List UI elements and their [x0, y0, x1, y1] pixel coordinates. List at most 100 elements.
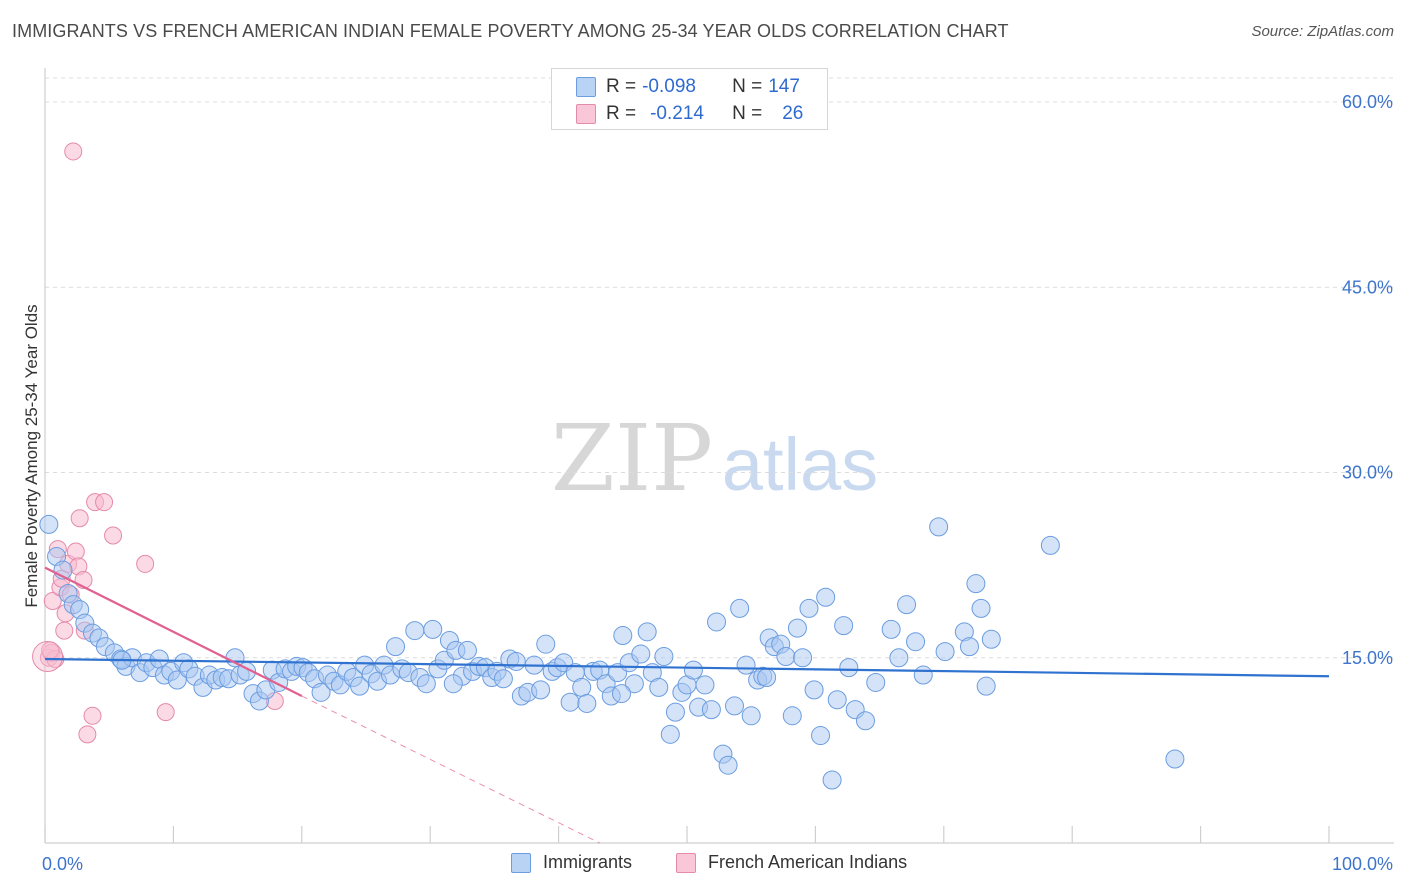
french-american-indians-legend-label: French American Indians	[708, 852, 908, 872]
immigrants-point	[971, 598, 991, 618]
legend-r-value: -0.214	[650, 103, 704, 124]
immigrants-point	[701, 700, 721, 720]
immigrants-point	[897, 595, 917, 615]
immigrants-point	[906, 632, 926, 652]
immigrants-point	[39, 514, 59, 534]
immigrants-point	[1040, 535, 1060, 555]
immigrants-point	[718, 755, 738, 775]
series-legend-french-american-indians: French American Indians	[676, 852, 907, 873]
immigrants-point	[493, 669, 513, 689]
immigrants-point	[816, 587, 836, 607]
french-american-indians-trend-extension	[301, 695, 600, 844]
immigrants-point	[736, 655, 756, 675]
immigrants-point	[350, 676, 370, 696]
immigrants-point	[782, 706, 802, 726]
immigrants-point	[416, 674, 436, 694]
immigrants-points	[39, 514, 1185, 790]
immigrants-legend-label: Immigrants	[543, 852, 633, 872]
y-tick-label: 30.0%	[1342, 463, 1393, 483]
immigrants-point	[976, 676, 996, 696]
y-tick-label: 60.0%	[1342, 92, 1393, 112]
legend-row-french-american-indians: R = -0.214 N = 26	[576, 101, 803, 127]
legend-row-immigrants: R = -0.098 N = 147	[576, 74, 800, 100]
french-american-indians-point	[66, 542, 85, 561]
immigrants-point	[959, 637, 979, 657]
y-tick-label: 45.0%	[1342, 277, 1393, 297]
immigrants-point	[730, 598, 750, 618]
watermark-zip: ZIP	[551, 405, 713, 512]
immigrants-point	[1165, 749, 1185, 769]
immigrants-point	[311, 682, 331, 702]
immigrants-point	[167, 670, 187, 690]
immigrants-point	[536, 634, 556, 654]
immigrants-legend-swatch	[511, 852, 531, 873]
legend-r-label: R =	[606, 103, 637, 124]
french-american-indians-point	[78, 725, 97, 744]
immigrants-point	[695, 675, 715, 695]
immigrants-point	[822, 770, 842, 790]
french-american-indians-point	[95, 493, 114, 512]
legend-n-value: 26	[782, 103, 804, 124]
immigrants-point	[707, 612, 727, 632]
immigrants-point	[572, 677, 592, 697]
legend-r-value: -0.098	[642, 76, 696, 97]
immigrants-point	[612, 684, 632, 704]
y-tick-label: 15.0%	[1342, 648, 1393, 668]
immigrants-point	[741, 706, 761, 726]
immigrants-trend-line	[44, 657, 1330, 678]
french-american-indians-trend-line	[44, 566, 303, 698]
legend-n-label: N =	[732, 103, 763, 124]
immigrants-point	[631, 644, 651, 664]
chart-title: IMMIGRANTS VS FRENCH AMERICAN INDIAN FEM…	[12, 21, 1009, 41]
immigrants-point	[834, 616, 854, 636]
immigrants-point	[386, 637, 406, 657]
immigrants-point	[577, 693, 597, 713]
french-american-indians-legend-swatch	[676, 852, 696, 873]
x-tick-label: 100.0%	[1332, 854, 1393, 874]
immigrants-point	[506, 651, 526, 671]
immigrants-point	[827, 690, 847, 710]
source-label: Source: ZipAtlas.com	[1251, 23, 1394, 40]
legend-r-label: R =	[606, 76, 637, 97]
french-american-indians-point	[64, 142, 83, 161]
immigrants-point	[935, 642, 955, 662]
immigrants-point	[889, 648, 909, 668]
immigrants-point	[443, 674, 463, 694]
immigrants-point	[981, 629, 1001, 649]
immigrants-point	[531, 680, 551, 700]
trend-lines	[44, 566, 1330, 844]
french-american-indians-point	[104, 526, 123, 545]
correlation-legend: R = -0.098 N = 147 R = -0.214 N = 26	[551, 68, 828, 130]
immigrants-point	[665, 702, 685, 722]
immigrants-point	[793, 648, 813, 668]
immigrants-point	[929, 517, 949, 537]
axes	[44, 68, 1394, 844]
legend-n-value: 147	[768, 76, 800, 97]
immigrants-point	[725, 696, 745, 716]
immigrants-point	[881, 619, 901, 639]
immigrants-point	[423, 619, 443, 639]
french-american-indians-point	[156, 703, 175, 722]
immigrants-point	[405, 621, 425, 641]
y-axis-label: Female Poverty Among 25-34 Year Olds	[22, 304, 41, 608]
immigrants-point	[683, 660, 703, 680]
immigrants-point	[855, 711, 875, 731]
immigrants-point	[799, 598, 819, 618]
immigrants-point	[660, 724, 680, 744]
gridlines	[45, 77, 1394, 659]
immigrants-point	[776, 647, 796, 667]
immigrants-point	[457, 640, 477, 660]
immigrants-point	[757, 668, 777, 688]
series-legend-immigrants: Immigrants	[511, 852, 632, 873]
french-american-indians-cluster-point	[32, 641, 64, 673]
immigrants-point	[966, 574, 986, 594]
immigrants-point	[839, 658, 859, 678]
x-tick-label: 0.0%	[42, 854, 83, 874]
french-american-indians-point	[83, 706, 102, 725]
french-american-indians-point	[70, 509, 89, 528]
french-american-indians-swatch	[576, 104, 596, 124]
french-american-indians-point	[136, 554, 155, 573]
immigrants-point	[866, 672, 886, 692]
immigrants-point	[811, 726, 831, 746]
